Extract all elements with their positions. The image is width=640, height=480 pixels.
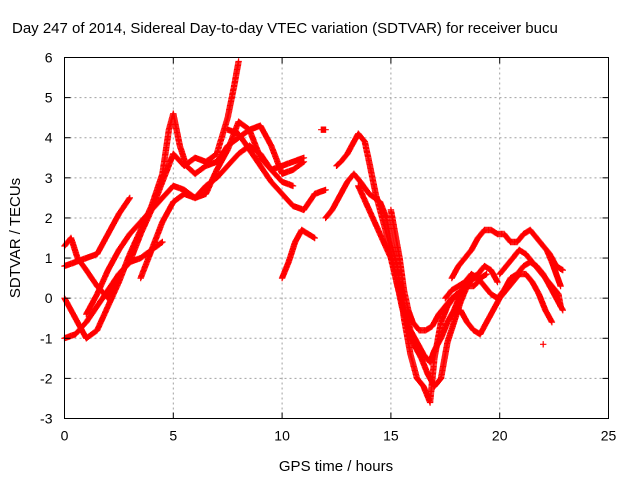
y-axis-label: SDTVAR / TECUs <box>7 178 24 298</box>
x-tick-label: 20 <box>492 428 508 444</box>
series-track-13 <box>387 206 501 334</box>
series-track-8 <box>278 226 318 282</box>
series-track-17 <box>496 246 564 310</box>
x-tick-label: 5 <box>169 428 177 444</box>
x-tick-label: 10 <box>274 428 290 444</box>
y-tick-label: 5 <box>45 90 53 106</box>
y-tick-label: 6 <box>45 50 53 66</box>
y-tick-label: 3 <box>45 170 53 186</box>
data-point-markers <box>457 270 556 338</box>
y-tick-label: 4 <box>45 130 53 146</box>
axis-ticks: 0 5 10 15 20 25 -3 -2 -1 0 1 2 3 4 5 6 <box>40 50 616 444</box>
data-point-markers <box>540 248 564 348</box>
data-point-markers <box>61 194 133 270</box>
x-tick-label: 15 <box>383 428 399 444</box>
series-track-2 <box>61 194 133 270</box>
series-track-7 <box>224 126 329 214</box>
data-point-markers <box>318 126 329 133</box>
data-point-markers <box>137 118 297 282</box>
series-track-18 <box>540 248 564 348</box>
gridlines <box>64 57 609 419</box>
data-points <box>61 58 566 406</box>
x-axis-label: GPS time / hours <box>279 458 393 475</box>
series-track-9 <box>318 126 329 133</box>
y-tick-label: 2 <box>45 210 53 226</box>
data-point-markers <box>496 246 564 310</box>
series-track-16 <box>457 270 556 338</box>
y-tick-label: 0 <box>45 290 53 306</box>
plot-frame <box>64 57 609 419</box>
series-track-6 <box>137 118 297 282</box>
data-point-markers <box>278 226 318 282</box>
chart-title: Day 247 of 2014, Sidereal Day-to-day VTE… <box>12 20 558 37</box>
data-point-markers <box>387 206 501 334</box>
y-tick-label: 1 <box>45 250 53 266</box>
y-tick-label: -3 <box>40 411 53 427</box>
y-tick-label: -1 <box>40 330 53 346</box>
data-point-markers <box>224 126 329 214</box>
y-tick-label: -2 <box>40 370 53 386</box>
x-tick-label: 0 <box>61 428 69 444</box>
x-tick-label: 25 <box>601 428 617 444</box>
